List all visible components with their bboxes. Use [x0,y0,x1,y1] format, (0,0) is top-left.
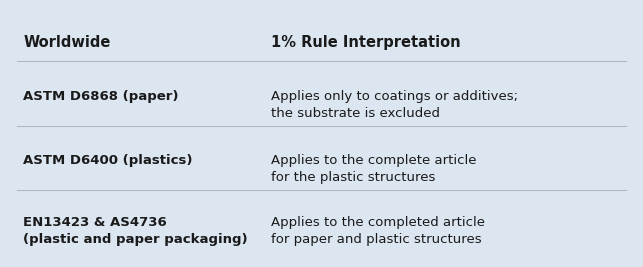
Text: ASTM D6400 (plastics): ASTM D6400 (plastics) [23,154,193,167]
Text: Applies to the complete article
for the plastic structures: Applies to the complete article for the … [271,154,476,184]
Text: Applies to the completed article
for paper and plastic structures: Applies to the completed article for pap… [271,216,485,246]
Text: EN13423 & AS4736
(plastic and paper packaging): EN13423 & AS4736 (plastic and paper pack… [23,216,248,246]
Text: 1% Rule Interpretation: 1% Rule Interpretation [271,35,460,50]
Text: Worldwide: Worldwide [23,35,111,50]
Text: ASTM D6868 (paper): ASTM D6868 (paper) [23,89,179,103]
Text: Applies only to coatings or additives;
the substrate is excluded: Applies only to coatings or additives; t… [271,89,518,120]
